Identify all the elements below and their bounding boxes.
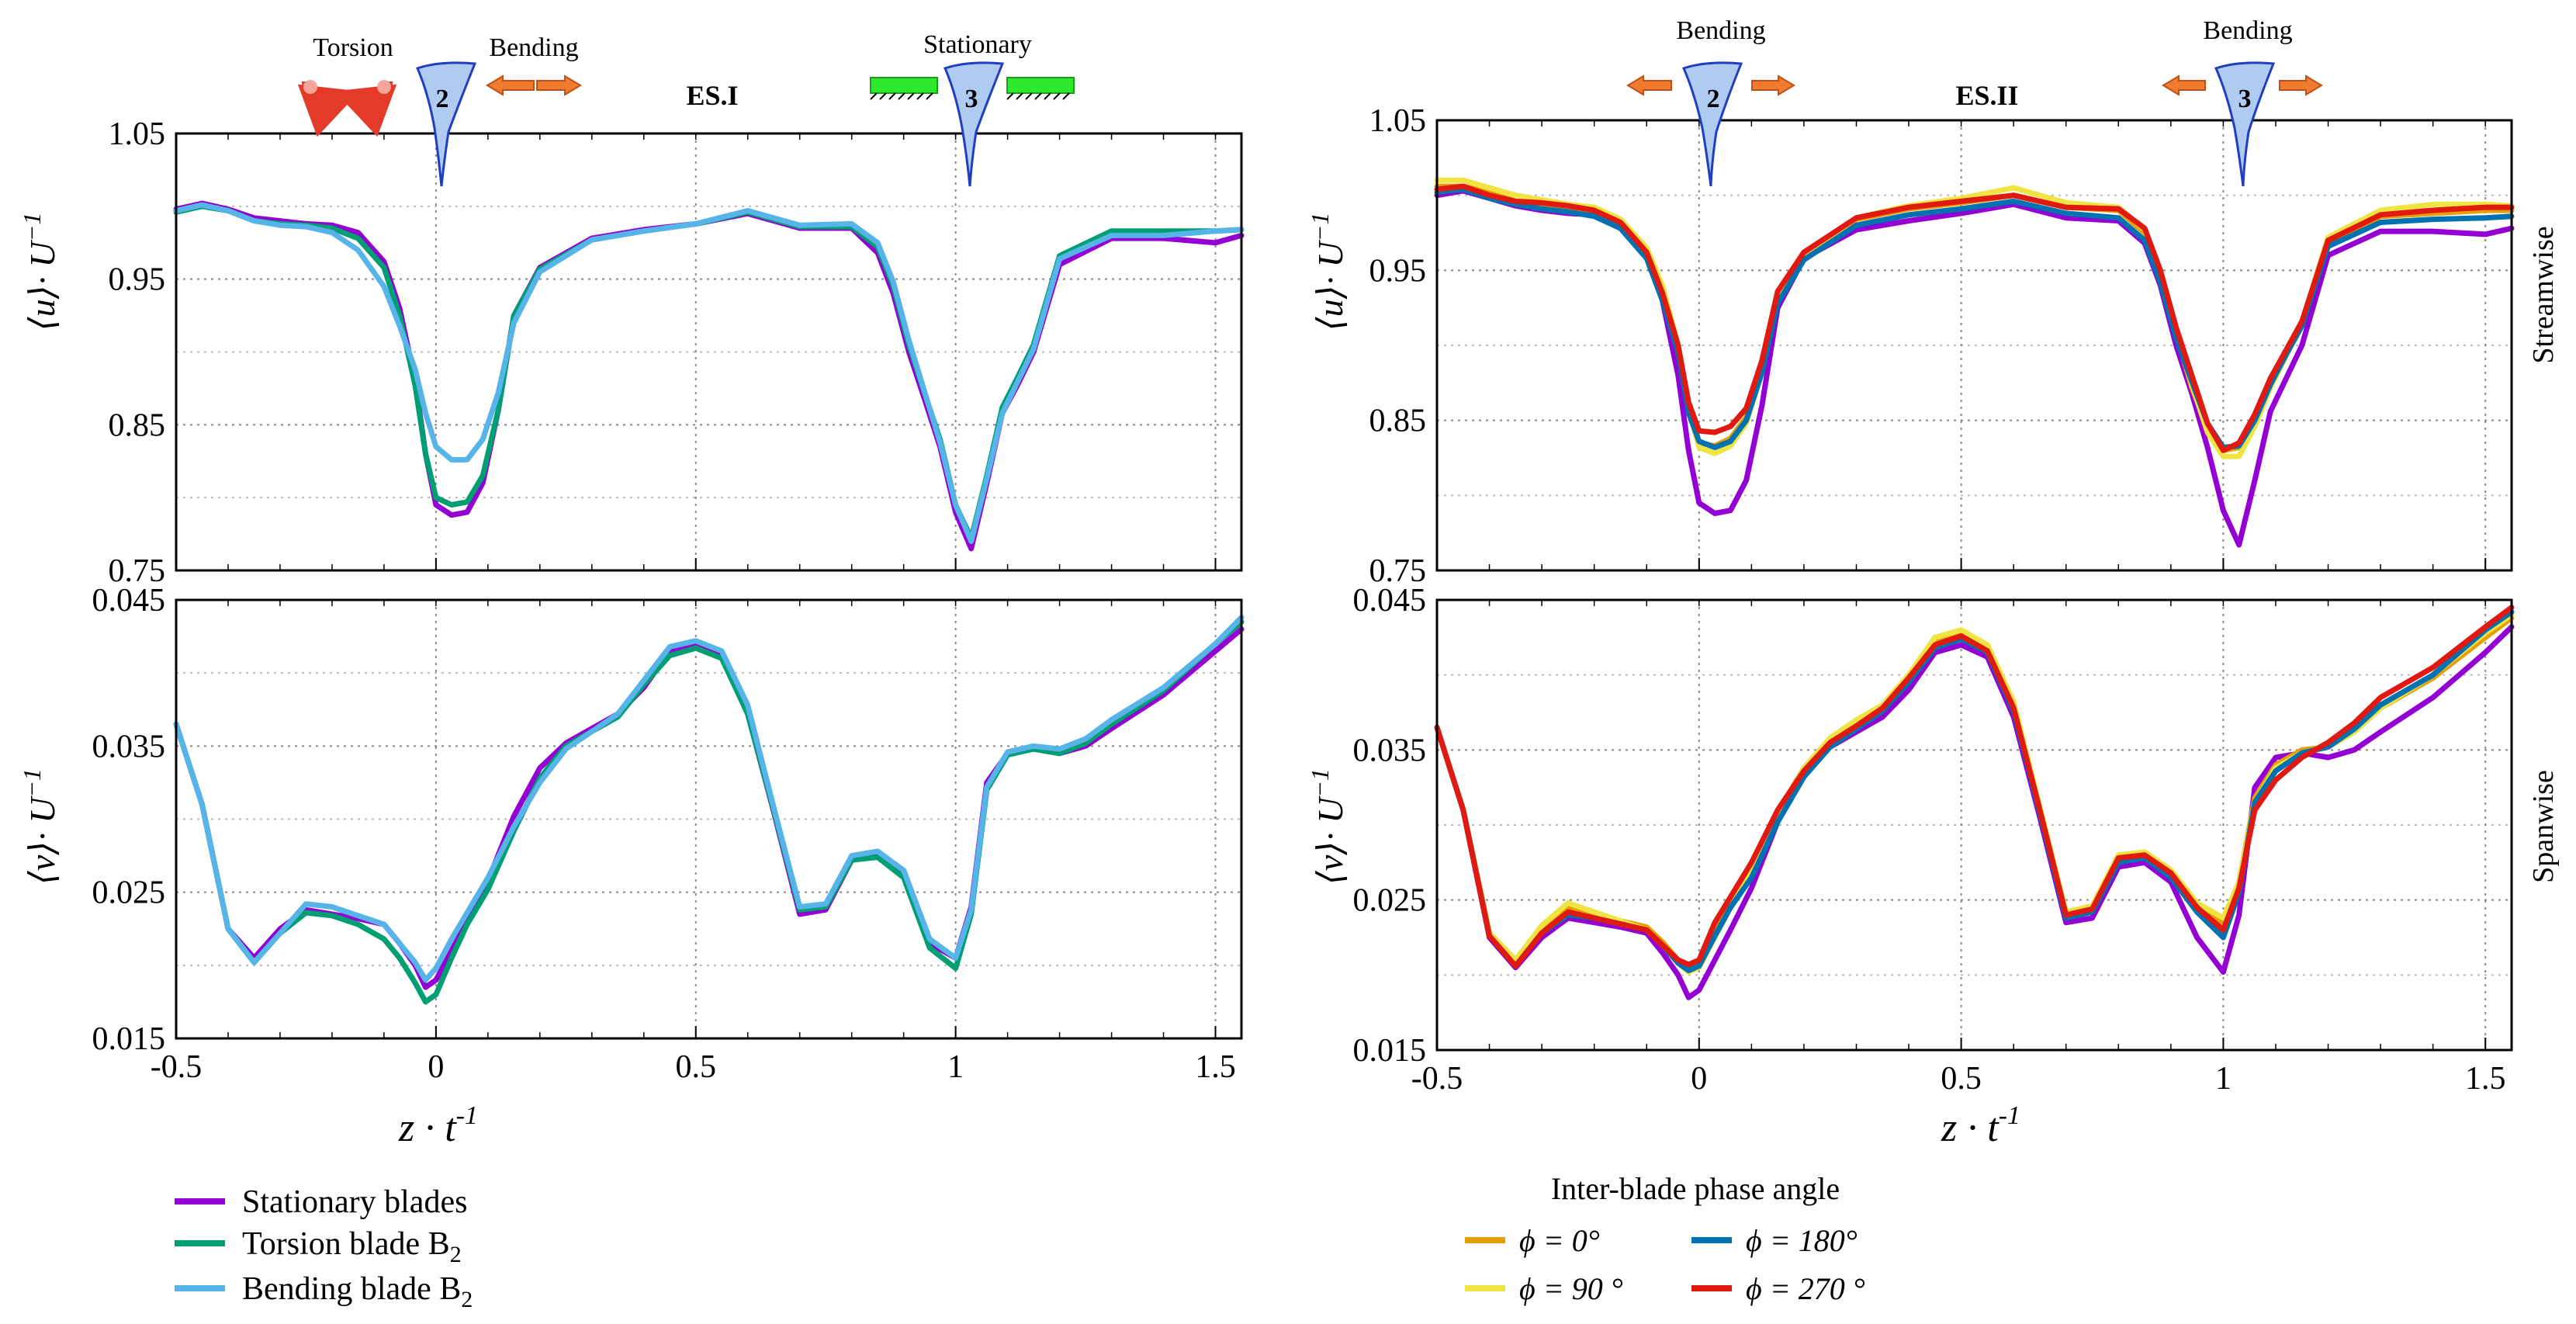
legend-right-title: Inter-blade phase angle — [1551, 1171, 1840, 1206]
legend-label-phi180: ϕ = 180° — [1746, 1223, 1858, 1258]
blade-2-icon-left: 2 — [415, 61, 477, 187]
series-line — [1434, 183, 2515, 453]
y-axis-label-u-left: ⟨u⟩· U−1 — [18, 213, 62, 331]
x-axis-label-right: z · t-1 — [1941, 1101, 2020, 1150]
streamwise-label: Streamwise — [2527, 226, 2560, 363]
y-axis-label-u-right: ⟨u⟩· U−1 — [1306, 213, 1350, 331]
series-line — [173, 619, 1245, 1005]
svg-text:2: 2 — [1707, 85, 1720, 113]
legend-label-stationary: Stationary blades — [242, 1184, 467, 1220]
bending-label-left: Bending — [489, 33, 578, 62]
y-tick-label: 0.045 — [1353, 583, 1427, 619]
x-axis-label-left: z · t-1 — [398, 1101, 478, 1150]
blade-3-icon-left: 3 — [943, 61, 1005, 187]
legend-left: Stationary blades Torsion blade B2 Bendi… — [175, 1184, 473, 1312]
y-tick-label: 0.045 — [92, 583, 166, 619]
y-axis-label-v-left: ⟨v⟩· U−1 — [18, 768, 62, 885]
header-es1: ES.I — [686, 80, 738, 111]
y-tick-label: 1.05 — [109, 116, 166, 152]
y-tick-label: 1.05 — [1369, 103, 1427, 139]
blade-3-icon-right: 3 — [2214, 61, 2276, 187]
panel-es1-spanwise: 0.015 0.025 0.035 0.045 -0.5 0 0.5 1 1.5 — [92, 583, 1245, 1085]
spanwise-label: Spanwise — [2527, 770, 2560, 883]
legend-label-phi270: ϕ = 270 ° — [1746, 1271, 1865, 1306]
x-tick-label: 1 — [2215, 1061, 2231, 1097]
series-line — [1434, 624, 2515, 1000]
svg-text:3: 3 — [965, 85, 978, 113]
bending-arrows-icon-left — [486, 75, 582, 96]
ground-support-icon — [870, 77, 1075, 100]
header-es2: ES.II — [1955, 80, 2018, 111]
x-tick-label: -0.5 — [1411, 1061, 1463, 1097]
x-tick-label: 1 — [947, 1049, 964, 1085]
y-tick-label: 0.75 — [1369, 553, 1427, 589]
stationary-label: Stationary — [923, 30, 1032, 59]
bending-label-right-1: Bending — [1676, 16, 1765, 45]
torsion-arrows-icon — [297, 80, 397, 137]
torsion-label: Torsion — [313, 33, 393, 62]
y-tick-label: 0.85 — [1369, 404, 1427, 439]
series-line — [173, 626, 1245, 990]
x-tick-label: 0.5 — [676, 1049, 717, 1085]
y-tick-label: 0.85 — [109, 407, 166, 443]
y-tick-label: 0.025 — [92, 875, 166, 911]
x-tick-label: 0 — [428, 1049, 444, 1085]
plot-frame — [1435, 598, 2513, 1052]
y-tick-label: 0.015 — [92, 1021, 166, 1057]
x-tick-label: 0.5 — [1941, 1061, 1982, 1097]
legend-label-phi0: ϕ = 0° — [1519, 1223, 1600, 1258]
legend-right: Inter-blade phase angle ϕ = 0° ϕ = 180° … — [1465, 1171, 1865, 1306]
bending-arrows-icon-right-2 — [2162, 75, 2323, 96]
series-line — [1434, 605, 2515, 969]
panel-es1-streamwise: 0.75 0.85 0.95 1.05 — [109, 116, 1245, 589]
plot-frame — [175, 598, 1243, 1040]
y-tick-label: 0.035 — [1353, 733, 1427, 768]
blade-2-icon-right: 2 — [1681, 61, 1743, 187]
series-line — [173, 202, 1245, 544]
y-tick-label: 0.95 — [1369, 253, 1427, 289]
plot-frame — [175, 132, 1243, 572]
y-axis-label-v-right: ⟨v⟩· U−1 — [1306, 768, 1350, 885]
x-tick-label: -0.5 — [151, 1049, 203, 1085]
legend-label-bending: Bending blade B2 — [242, 1271, 473, 1312]
series-line — [173, 615, 1245, 983]
bending-arrows-icon-right-1 — [1626, 75, 1795, 96]
svg-text:2: 2 — [436, 85, 449, 113]
x-tick-label: 0 — [1691, 1061, 1707, 1097]
series-line — [1434, 177, 2515, 459]
y-tick-label: 0.035 — [92, 729, 166, 764]
x-tick-label: 1.5 — [2465, 1061, 2506, 1097]
svg-text:3: 3 — [2238, 85, 2252, 113]
legend-label-phi90: ϕ = 90 ° — [1519, 1271, 1623, 1306]
panel-es2-spanwise: 0.015 0.025 0.035 0.045 -0.5 0 0.5 1 1.5 — [1353, 583, 2515, 1097]
y-tick-label: 0.95 — [109, 262, 166, 298]
y-tick-label: 0.025 — [1353, 883, 1427, 919]
plot-frame — [1435, 119, 2513, 572]
series-line — [1434, 188, 2515, 548]
x-tick-label: 1.5 — [1195, 1049, 1236, 1085]
panel-es2-streamwise: 0.75 0.85 0.95 1.05 — [1369, 103, 2515, 589]
legend-label-torsion: Torsion blade B2 — [242, 1226, 462, 1267]
y-tick-label: 0.75 — [109, 553, 166, 589]
bending-label-right-2: Bending — [2203, 16, 2292, 45]
y-tick-label: 0.015 — [1353, 1033, 1427, 1069]
